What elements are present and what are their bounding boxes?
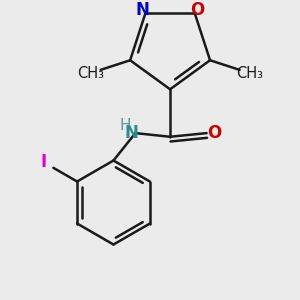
Text: I: I bbox=[40, 153, 46, 171]
Text: O: O bbox=[190, 2, 205, 20]
Text: H: H bbox=[119, 118, 131, 133]
Text: N: N bbox=[136, 2, 149, 20]
Text: CH₃: CH₃ bbox=[236, 66, 263, 81]
Text: N: N bbox=[125, 124, 139, 142]
Text: O: O bbox=[208, 124, 222, 142]
Text: CH₃: CH₃ bbox=[77, 66, 104, 81]
